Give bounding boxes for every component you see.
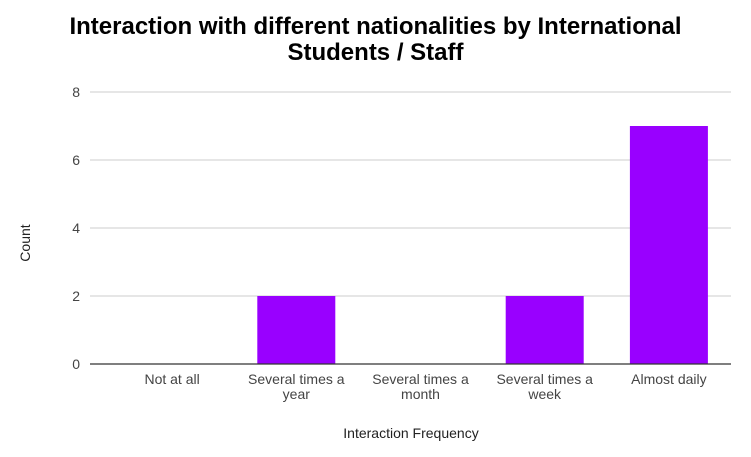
x-tick-label: Several times a year — [248, 371, 345, 402]
x-tick-label: Almost daily — [631, 371, 706, 387]
x-tick-label-line: week — [527, 386, 562, 402]
x-tick-label: Several times a week — [496, 371, 593, 402]
x-axis-label: Interaction Frequency — [343, 425, 478, 441]
chart-title-line-2: Students / Staff — [287, 39, 464, 66]
y-axis-ticks: 0 2 4 6 8 — [72, 84, 80, 372]
y-tick-label: 8 — [72, 84, 80, 100]
y-tick-label: 0 — [72, 356, 80, 372]
x-tick-label-line: Several times a — [248, 371, 345, 387]
x-tick-label-line: month — [401, 386, 440, 402]
bar — [629, 126, 708, 364]
y-tick-label: 2 — [72, 288, 80, 304]
x-tick-label: Not at all — [144, 371, 199, 387]
x-tick-label: Several times a month — [372, 371, 469, 402]
y-axis-label: Count — [17, 224, 33, 261]
bar — [257, 296, 336, 364]
chart-title-line-1: Interaction with different nationalities… — [69, 13, 682, 40]
y-tick-label: 4 — [72, 220, 80, 236]
bars — [257, 126, 708, 364]
x-tick-label-line: Several times a — [372, 371, 469, 387]
x-tick-label-line: Several times a — [496, 371, 593, 387]
y-tick-label: 6 — [72, 152, 80, 168]
x-tick-label-line: Almost daily — [631, 371, 706, 387]
x-tick-label-line: Not at all — [144, 371, 199, 387]
bar — [505, 296, 584, 364]
gridlines — [90, 91, 731, 297]
chart-title: Interaction with different nationalities… — [0, 14, 751, 66]
x-tick-label-line: year — [283, 386, 311, 402]
